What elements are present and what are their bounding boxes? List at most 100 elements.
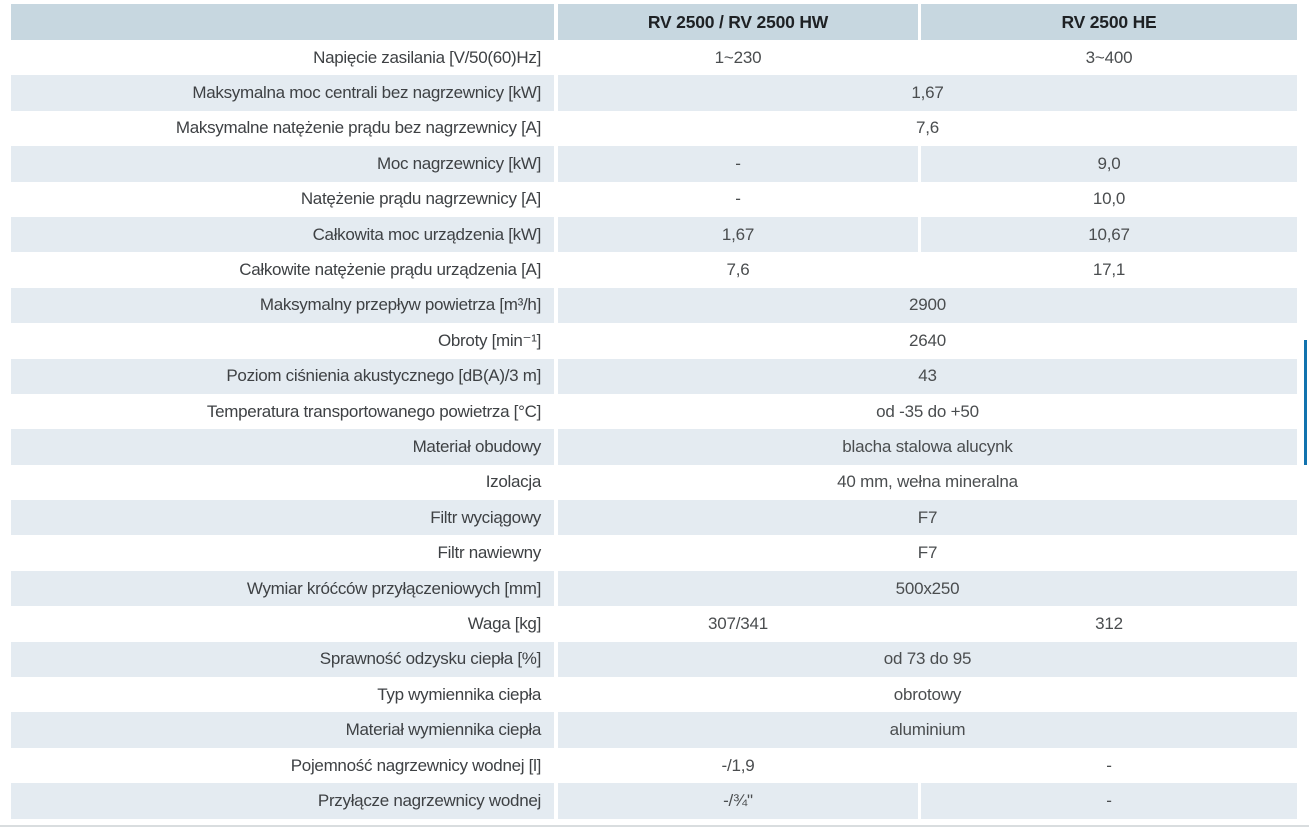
value-cell-col1: 7,6	[558, 252, 918, 288]
cell-value: F7	[917, 507, 938, 527]
value-cell-col2: 312	[921, 606, 1297, 642]
column-divider	[554, 252, 558, 288]
table-row: Poziom ciśnienia akustycznego [dB(A)/3 m…	[11, 358, 1297, 394]
table-row: Natężenie prądu nagrzewnicy [A] - 10,0	[11, 181, 1297, 217]
row-label-cell: Natężenie prądu nagrzewnicy [A]	[11, 181, 554, 217]
row-label-cell: Maksymalne natężenie prądu bez nagrzewni…	[11, 110, 554, 147]
column-divider	[554, 146, 558, 182]
row-label-cell: Materiał wymiennika ciepła	[11, 712, 554, 748]
row-label: Maksymalny przepływ powietrza [m³/h]	[259, 295, 541, 315]
table-row: Maksymalny przepływ powietrza [m³/h] 2900	[11, 287, 1297, 324]
column-divider	[554, 606, 558, 642]
row-label: Temperatura transportowanego powietrza […	[206, 401, 541, 421]
row-label: Filtr nawiewny	[437, 543, 542, 563]
cell-value: od 73 do 95	[883, 649, 972, 669]
column-divider	[918, 783, 921, 819]
value-cell-span: 7,6	[558, 110, 1297, 147]
value-cell-col1: 307/341	[558, 606, 918, 642]
row-label: Typ wymiennika ciepła	[377, 684, 541, 704]
cell-value: obrotowy	[893, 684, 962, 704]
cell-value: 40 mm, wełna mineralna	[837, 472, 1018, 492]
table-row: Całkowite natężenie prądu urządzenia [A]…	[11, 252, 1297, 288]
spec-table: RV 2500 / RV 2500 HW RV 2500 HE Napięcie…	[11, 4, 1297, 819]
row-label-cell: Całkowita moc urządzenia [kW]	[11, 216, 554, 253]
row-label: Poziom ciśnienia akustycznego [dB(A)/3 m…	[226, 366, 541, 386]
column-header-label: RV 2500 HE	[1061, 11, 1157, 32]
cell-value: -	[1106, 790, 1112, 810]
table-row: Waga [kg] 307/341 312	[11, 606, 1297, 642]
cell-value: 500x250	[895, 578, 960, 598]
table-row: Materiał obudowy blacha stalowa alucynk	[11, 429, 1297, 465]
value-cell-span: od -35 do +50	[558, 393, 1297, 430]
row-label-cell: Maksymalny przepływ powietrza [m³/h]	[11, 287, 554, 324]
value-cell-span: blacha stalowa alucynk	[558, 429, 1297, 465]
row-label: Pojemność nagrzewnicy wodnej [l]	[290, 755, 542, 775]
row-label: Przyłącze nagrzewnicy wodnej	[317, 790, 541, 810]
value-cell-col1: -	[558, 181, 918, 217]
column-divider	[554, 429, 558, 465]
row-label: Materiał obudowy	[412, 436, 542, 456]
header-col-rv2500-he: RV 2500 HE	[921, 4, 1297, 40]
page-edge-marker	[1304, 340, 1307, 465]
column-divider	[554, 358, 558, 394]
cell-value: 3~400	[1085, 47, 1133, 67]
cell-value: 2640	[908, 330, 947, 350]
value-cell-col2: 9,0	[921, 146, 1297, 182]
column-divider	[554, 712, 558, 748]
table-row: Wymiar króćców przyłączeniowych [mm] 500x…	[11, 570, 1297, 607]
column-divider	[554, 393, 558, 430]
row-label-cell: Napięcie zasilania [V/50(60)Hz]	[11, 40, 554, 76]
cell-value: -	[1106, 755, 1112, 775]
column-divider	[918, 747, 921, 784]
row-label: Waga [kg]	[467, 613, 542, 633]
column-divider	[918, 606, 921, 642]
cell-value: 43	[918, 366, 937, 386]
table-row: Filtr nawiewny F7	[11, 535, 1297, 571]
table-row: Maksymalna moc centrali bez nagrzewnicy …	[11, 75, 1297, 111]
value-cell-col2: 10,67	[921, 216, 1297, 253]
column-divider	[554, 216, 558, 253]
value-cell-col1: 1~230	[558, 40, 918, 76]
row-label: Maksymalne natężenie prądu bez nagrzewni…	[175, 118, 541, 138]
column-divider	[918, 216, 921, 253]
row-label-cell: Filtr nawiewny	[11, 535, 554, 571]
column-divider	[918, 4, 921, 40]
row-label: Wymiar króćców przyłączeniowych [mm]	[246, 578, 541, 598]
row-label: Filtr wyciągowy	[430, 507, 541, 527]
row-label: Materiał wymiennika ciepła	[345, 720, 542, 740]
column-divider	[554, 40, 558, 76]
cell-value: 17,1	[1092, 260, 1126, 280]
column-divider	[554, 641, 558, 678]
cell-value: aluminium	[889, 720, 966, 740]
table-row: Izolacja 40 mm, wełna mineralna	[11, 464, 1297, 501]
row-label: Izolacja	[485, 472, 542, 492]
column-divider	[554, 75, 558, 111]
row-label-cell: Materiał obudowy	[11, 429, 554, 465]
column-divider	[554, 181, 558, 217]
row-label: Całkowite natężenie prądu urządzenia [A]	[239, 260, 541, 280]
column-divider	[554, 535, 558, 571]
table-row: Przyłącze nagrzewnicy wodnej -/¾" -	[11, 783, 1297, 819]
value-cell-span: aluminium	[558, 712, 1297, 748]
column-divider	[918, 40, 921, 76]
header-empty-cell	[11, 4, 554, 40]
column-divider	[554, 110, 558, 147]
row-label-cell: Typ wymiennika ciepła	[11, 677, 554, 713]
table-row: Pojemność nagrzewnicy wodnej [l] -/1,9 -	[11, 747, 1297, 784]
value-cell-span: 1,67	[558, 75, 1297, 111]
value-cell-col1: -/1,9	[558, 747, 918, 784]
column-divider	[554, 464, 558, 501]
cell-value: F7	[917, 543, 938, 563]
row-label-cell: Maksymalna moc centrali bez nagrzewnicy …	[11, 75, 554, 111]
value-cell-span: obrotowy	[558, 677, 1297, 713]
row-label: Moc nagrzewnicy [kW]	[376, 153, 541, 173]
value-cell-span: 40 mm, wełna mineralna	[558, 464, 1297, 501]
cell-value: 1~230	[714, 47, 762, 67]
table-row: Typ wymiennika ciepła obrotowy	[11, 677, 1297, 713]
value-cell-col2: 10,0	[921, 181, 1297, 217]
column-divider	[554, 500, 558, 536]
cell-value: 1,67	[911, 83, 944, 103]
table-body: Napięcie zasilania [V/50(60)Hz] 1~230 3~40…	[11, 40, 1297, 819]
cell-value: 7,6	[726, 260, 750, 280]
